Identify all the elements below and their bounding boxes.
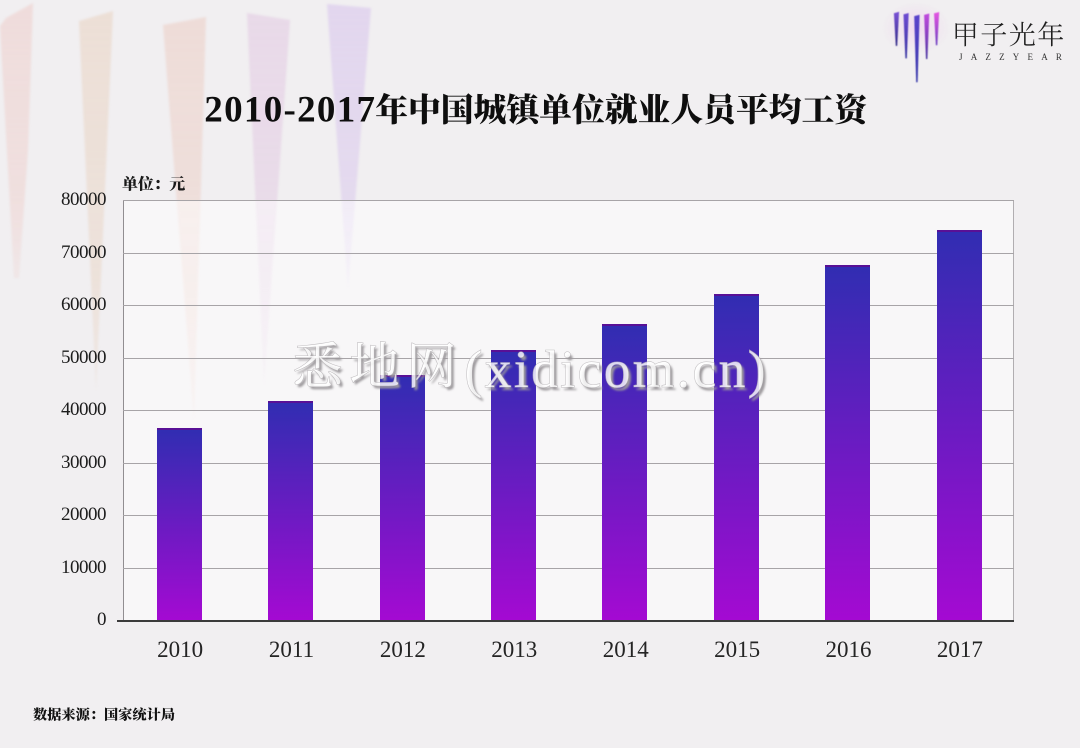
svg-text:2010-2017: 2010-2017 <box>204 89 376 130</box>
svg-text:(xidicom.cn): (xidicom.cn) <box>465 341 768 399</box>
svg-text:(xidicom.cn): (xidicom.cn) <box>467 344 770 402</box>
